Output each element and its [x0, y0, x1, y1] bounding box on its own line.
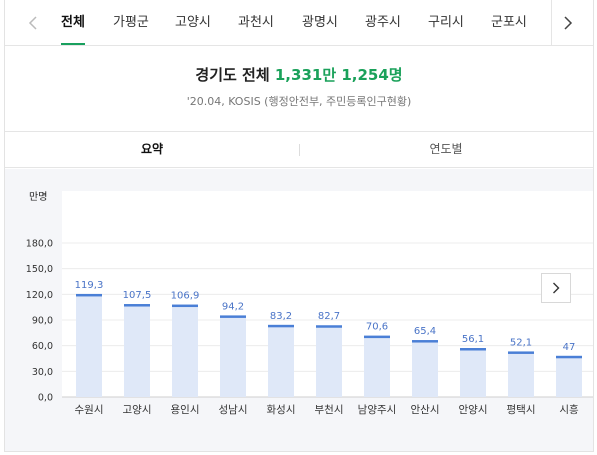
tab-gwangmyeong[interactable]: 광명시 [302, 15, 338, 30]
tab-gunpo[interactable]: 군포시 [491, 15, 527, 30]
bar-cap [364, 335, 390, 339]
data-label: 52,1 [510, 337, 532, 348]
data-label: 70,6 [366, 322, 388, 333]
bar-cap [124, 304, 150, 307]
bar [508, 352, 534, 397]
region-tab-bar: 전체 가평군 고양시 과천시 광명시 광주시 구리시 군포시 [5, 0, 593, 46]
x-tick-label: 안양시 [459, 404, 488, 416]
x-tick-label: 용인시 [171, 404, 200, 416]
data-label: 56,1 [462, 334, 484, 345]
y-tick-label: 0,0 [38, 393, 53, 404]
bar [556, 356, 582, 397]
tabs-next-button[interactable] [551, 0, 583, 45]
y-axis-unit: 만명 [29, 191, 47, 203]
x-tick-label: 고양시 [123, 404, 152, 416]
bar-cap [220, 315, 246, 318]
bar [316, 326, 342, 397]
chevron-left-icon [28, 15, 37, 30]
data-label: 106,9 [171, 291, 200, 302]
data-label: 119,3 [75, 280, 104, 291]
x-tick-label: 남양주시 [358, 404, 397, 416]
population-total: 1,331만 1,254명 [274, 66, 403, 84]
x-tick-label: 화성시 [267, 404, 296, 416]
data-label: 83,2 [270, 311, 292, 322]
y-tick-label: 180,0 [26, 239, 53, 250]
x-tick-label: 안산시 [411, 404, 440, 416]
x-tick-label: 수원시 [75, 404, 104, 416]
bar-cap [76, 293, 102, 297]
data-label: 107,5 [123, 290, 152, 301]
bar-cap [508, 351, 534, 354]
tab-gwacheon[interactable]: 과천시 [238, 15, 274, 30]
bar [364, 336, 390, 397]
bar [460, 349, 486, 397]
y-tick-label: 150,0 [26, 264, 53, 275]
tab-guri[interactable]: 구리시 [428, 15, 464, 30]
bar [268, 325, 294, 397]
chart-next-button[interactable] [541, 273, 571, 303]
bar-cap [460, 348, 486, 351]
population-widget: 전체 가평군 고양시 과천시 광명시 광주시 구리시 군포시 경기도 전체 1,… [4, 0, 594, 452]
divider [5, 131, 593, 132]
view-tab-bar: 요약 연도별 [5, 132, 593, 168]
tab-gapyeong[interactable]: 가평군 [113, 15, 149, 30]
data-source: '20.04, KOSIS (행정안전부, 주민등록인구현황) [186, 95, 412, 108]
tab-summary[interactable]: 요약 [140, 142, 164, 156]
bar-cap [316, 325, 342, 328]
bar-cap [268, 324, 294, 328]
data-label: 65,4 [414, 326, 436, 337]
data-label: 94,2 [222, 301, 244, 312]
population-bar-chart: 만명 180,0 150,0 120,0 90,0 60,0 30,0 0,0 119,3 수원시… [26, 191, 593, 416]
y-tick-label: 30,0 [32, 367, 53, 378]
bar-cap [172, 304, 198, 308]
bar [412, 341, 438, 397]
y-tick-label: 120,0 [26, 290, 53, 301]
population-headline: 경기도 전체 1,331만 1,254명 [5, 64, 593, 85]
x-tick-label: 시흥 [559, 403, 579, 416]
region-name: 경기도 전체 [195, 66, 270, 84]
chevron-right-icon [563, 15, 572, 30]
x-tick-label: 성남시 [219, 404, 248, 416]
bar [76, 294, 102, 397]
tabs-prev-button[interactable] [17, 0, 49, 45]
bar-cap [556, 355, 582, 359]
y-tick-label: 60,0 [32, 341, 53, 352]
data-label: 82,7 [318, 311, 340, 322]
subtab-divider [299, 144, 300, 156]
bar [172, 305, 198, 397]
bar-cap [412, 340, 438, 343]
tab-gwangju[interactable]: 광주시 [365, 15, 401, 30]
chart-panel: 만명 180,0 150,0 120,0 90,0 60,0 30,0 0,0 119,3 수원시… [5, 169, 593, 451]
tab-by-year[interactable]: 연도별 [429, 142, 463, 156]
tab-all[interactable]: 전체 [61, 0, 85, 45]
y-tick-label: 90,0 [32, 316, 53, 327]
bar [220, 316, 246, 397]
chevron-right-icon [553, 282, 560, 294]
data-label: 47 [563, 342, 576, 353]
x-tick-label: 부천시 [315, 404, 344, 416]
bar [124, 305, 150, 397]
tab-goyang[interactable]: 고양시 [175, 15, 211, 30]
x-tick-label: 평택시 [507, 404, 536, 416]
